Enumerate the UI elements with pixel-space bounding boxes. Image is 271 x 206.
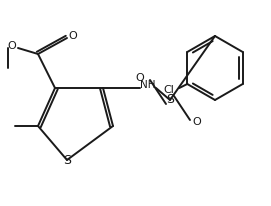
Text: S: S [63, 153, 71, 166]
Text: O: O [8, 41, 16, 51]
Text: O: O [136, 73, 144, 83]
Text: Cl: Cl [164, 85, 175, 95]
Text: S: S [166, 92, 174, 105]
Text: O: O [69, 31, 78, 41]
Text: NH: NH [140, 80, 156, 90]
Text: O: O [193, 117, 201, 127]
